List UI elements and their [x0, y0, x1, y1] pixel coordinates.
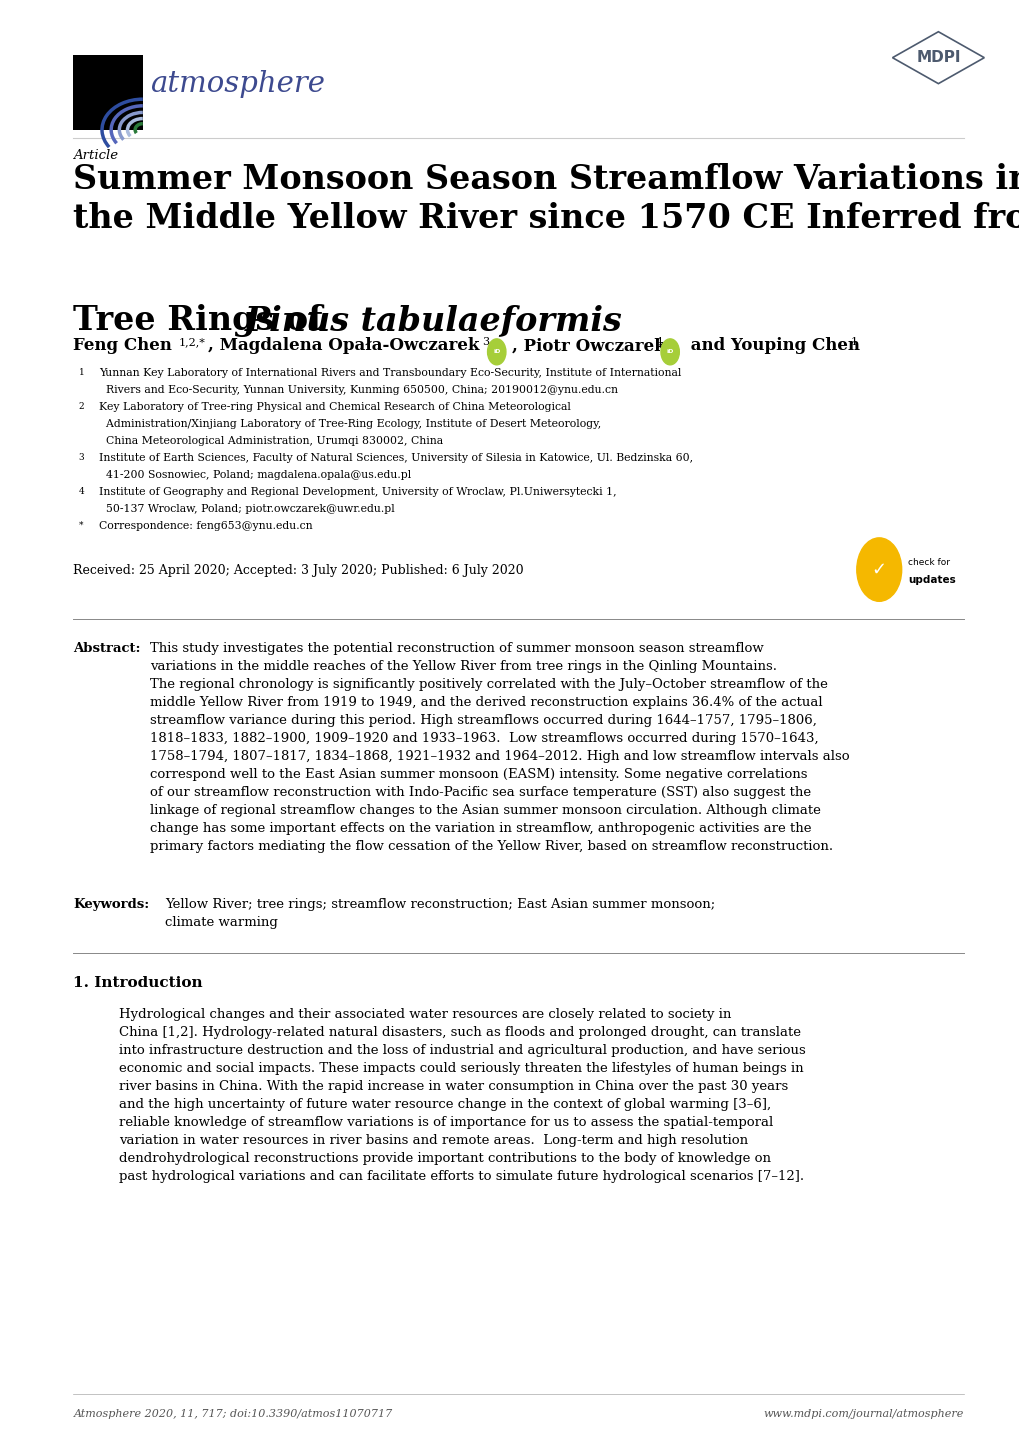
Text: Key Laboratory of Tree-ring Physical and Chemical Research of China Meteorologic: Key Laboratory of Tree-ring Physical and… [99, 402, 571, 412]
Text: Atmosphere 2020, 11, 717; doi:10.3390/atmos11070717: Atmosphere 2020, 11, 717; doi:10.3390/at… [73, 1409, 392, 1419]
Text: 4: 4 [655, 337, 662, 348]
Text: and Youping Chen: and Youping Chen [685, 337, 865, 355]
Text: Correspondence: feng653@ynu.edu.cn: Correspondence: feng653@ynu.edu.cn [99, 521, 312, 531]
Text: Yunnan Key Laboratory of International Rivers and Transboundary Eco-Security, In: Yunnan Key Laboratory of International R… [99, 368, 681, 378]
Text: Keywords:: Keywords: [73, 898, 150, 911]
Text: 50-137 Wroclaw, Poland; piotr.owczarek@uwr.edu.pl: 50-137 Wroclaw, Poland; piotr.owczarek@u… [99, 503, 394, 513]
Circle shape [660, 339, 679, 365]
Text: atmosphere: atmosphere [150, 69, 325, 98]
Text: Article: Article [73, 149, 118, 162]
Text: 1: 1 [78, 368, 85, 376]
Text: 1. Introduction: 1. Introduction [73, 976, 203, 991]
Circle shape [856, 538, 901, 601]
Text: Abstract:: Abstract: [73, 642, 141, 655]
Text: 41-200 Sosnowiec, Poland; magdalena.opala@us.edu.pl: 41-200 Sosnowiec, Poland; magdalena.opal… [99, 470, 411, 480]
Text: 3: 3 [482, 337, 489, 348]
Text: Summer Monsoon Season Streamflow Variations in
the Middle Yellow River since 157: Summer Monsoon Season Streamflow Variati… [73, 163, 1019, 235]
Text: Institute of Geography and Regional Development, University of Wroclaw, Pl.Uniwe: Institute of Geography and Regional Deve… [99, 487, 615, 497]
Text: iD: iD [665, 349, 674, 355]
Text: 1: 1 [850, 337, 857, 348]
Text: updates: updates [907, 575, 955, 585]
Text: Tree Rings of: Tree Rings of [73, 304, 334, 337]
Text: This study investigates the potential reconstruction of summer monsoon season st: This study investigates the potential re… [150, 642, 849, 852]
Text: China Meteorological Administration, Urumqi 830002, China: China Meteorological Administration, Uru… [99, 435, 442, 446]
Text: ✓: ✓ [871, 561, 886, 578]
Text: MDPI: MDPI [915, 50, 960, 65]
Text: iD: iD [492, 349, 500, 355]
Text: 3: 3 [78, 453, 85, 461]
Text: Pinus tabulaeformis: Pinus tabulaeformis [245, 304, 622, 337]
Text: Administration/Xinjiang Laboratory of Tree-Ring Ecology, Institute of Desert Met: Administration/Xinjiang Laboratory of Tr… [99, 418, 600, 428]
Text: 4: 4 [78, 487, 85, 496]
Text: , Magdalena Opała-Owczarek: , Magdalena Opała-Owczarek [208, 337, 485, 355]
Text: Institute of Earth Sciences, Faculty of Natural Sciences, University of Silesia : Institute of Earth Sciences, Faculty of … [99, 453, 692, 463]
Text: 1,2,*: 1,2,* [178, 337, 205, 348]
Text: *: * [78, 521, 83, 529]
Text: Received: 25 April 2020; Accepted: 3 July 2020; Published: 6 July 2020: Received: 25 April 2020; Accepted: 3 Jul… [73, 564, 524, 577]
Text: 2: 2 [78, 402, 85, 411]
Text: Yellow River; tree rings; streamflow reconstruction; East Asian summer monsoon;
: Yellow River; tree rings; streamflow rec… [165, 898, 714, 929]
Bar [73, 55, 143, 130]
Circle shape [487, 339, 505, 365]
Text: check for: check for [907, 558, 949, 567]
Text: Rivers and Eco-Security, Yunnan University, Kunming 650500, China; 20190012@ynu.: Rivers and Eco-Security, Yunnan Universi… [99, 385, 618, 395]
Text: www.mdpi.com/journal/atmosphere: www.mdpi.com/journal/atmosphere [763, 1409, 963, 1419]
Text: Feng Chen: Feng Chen [73, 337, 178, 355]
Text: Hydrological changes and their associated water resources are closely related to: Hydrological changes and their associate… [119, 1008, 805, 1182]
Text: , Piotr Owczarek: , Piotr Owczarek [512, 337, 671, 355]
